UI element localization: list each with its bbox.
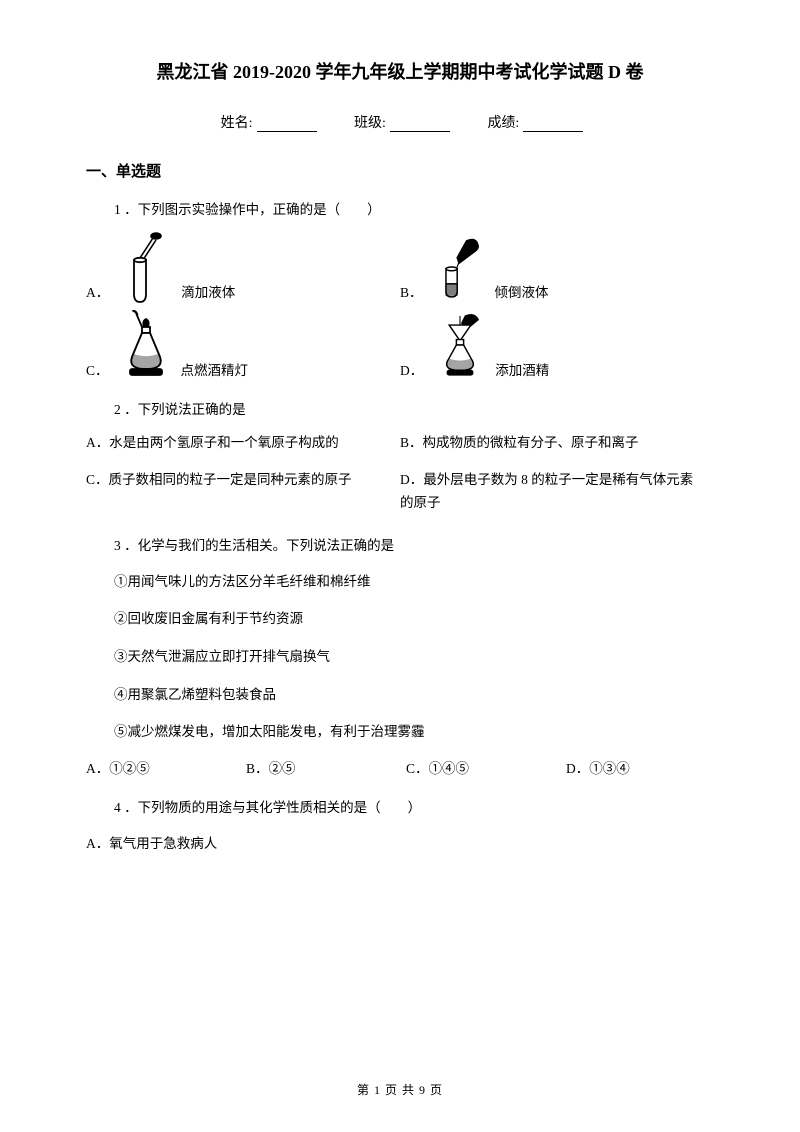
opt-letter: A． [86, 281, 109, 301]
q4-stem: 4 ．下列物质的用途与其化学性质相关的是（ ） [114, 795, 714, 821]
q3-stem: 3 ．化学与我们的生活相关。下列说法正确的是 [114, 533, 714, 559]
add-alcohol-icon [431, 311, 489, 379]
q4-opt-a[interactable]: A．氧气用于急救病人 [86, 831, 714, 857]
opt-letter: C． [86, 359, 109, 379]
q1-opt-b[interactable]: B． 倾倒液体 [400, 233, 714, 301]
q3-options: A．①②⑤ B．②⑤ C．①④⑤ D．①③④ [86, 757, 714, 777]
q3-opt-b[interactable]: B．②⑤ [246, 757, 406, 777]
q3-i3: ③天然气泄漏应立即打开排气扇换气 [114, 644, 714, 670]
q2-row-ab: A．水是由两个氢原子和一个氧原子构成的 B．构成物质的微粒有分子、原子和离子 [86, 432, 714, 455]
q2-row-cd: C．质子数相同的粒子一定是同种元素的原子 D．最外层电子数为 8 的粒子一定是稀… [86, 469, 714, 515]
opt-text: 添加酒精 [495, 359, 549, 379]
q1-stem: 1 ．下列图示实验操作中，正确的是（ ） [114, 197, 714, 223]
class-blank[interactable] [390, 118, 450, 132]
score-blank[interactable] [523, 118, 583, 132]
score-label: 成绩: [487, 116, 519, 131]
q1-opt-a[interactable]: A． 滴加液体 [86, 233, 400, 301]
opt-text: 滴加液体 [181, 281, 235, 301]
q1-row-ab: A． 滴加液体 B． [86, 233, 714, 301]
section-heading: 一、单选题 [86, 160, 714, 181]
page-footer: 第 1 页 共 9 页 [0, 1081, 800, 1098]
pour-liquid-icon [431, 233, 489, 301]
opt-letter: B． [400, 281, 423, 301]
q2-opt-c[interactable]: C．质子数相同的粒子一定是同种元素的原子 [86, 469, 400, 515]
name-label: 姓名: [221, 116, 253, 131]
info-row: 姓名: 班级: 成绩: [86, 112, 714, 132]
opt-text: 倾倒液体 [495, 281, 549, 301]
q3-opt-c[interactable]: C．①④⑤ [406, 757, 566, 777]
q3-i1: ①用闻气味儿的方法区分羊毛纤维和棉纤维 [114, 569, 714, 595]
q3-i5: ⑤减少燃煤发电，增加太阳能发电，有利于治理雾霾 [114, 719, 714, 745]
name-blank[interactable] [257, 118, 317, 132]
q3-opt-d[interactable]: D．①③④ [566, 757, 630, 777]
q1-opt-c[interactable]: C． 点燃酒精灯 [86, 311, 400, 379]
q2-opt-b[interactable]: B．构成物质的微粒有分子、原子和离子 [400, 432, 714, 455]
class-label: 班级: [354, 116, 386, 131]
q1-opt-d[interactable]: D． 添加酒精 [400, 311, 714, 379]
q3-i2: ②回收废旧金属有利于节约资源 [114, 606, 714, 632]
opt-text: 点燃酒精灯 [181, 359, 249, 379]
q3-opt-a[interactable]: A．①②⑤ [86, 757, 246, 777]
dropper-tube-icon [117, 233, 175, 301]
q2-stem: 2 ．下列说法正确的是 [114, 397, 714, 423]
q2-opt-d[interactable]: D．最外层电子数为 8 的粒子一定是稀有气体元素的原子 [400, 469, 714, 515]
light-lamp-icon [117, 311, 175, 379]
opt-letter: D． [400, 359, 423, 379]
q2-opt-a[interactable]: A．水是由两个氢原子和一个氧原子构成的 [86, 432, 400, 455]
q1-row-cd: C． 点燃酒精灯 D． [86, 311, 714, 379]
q3-i4: ④用聚氯乙烯塑料包装食品 [114, 682, 714, 708]
page-title: 黑龙江省 2019-2020 学年九年级上学期期中考试化学试题 D 卷 [86, 58, 714, 84]
